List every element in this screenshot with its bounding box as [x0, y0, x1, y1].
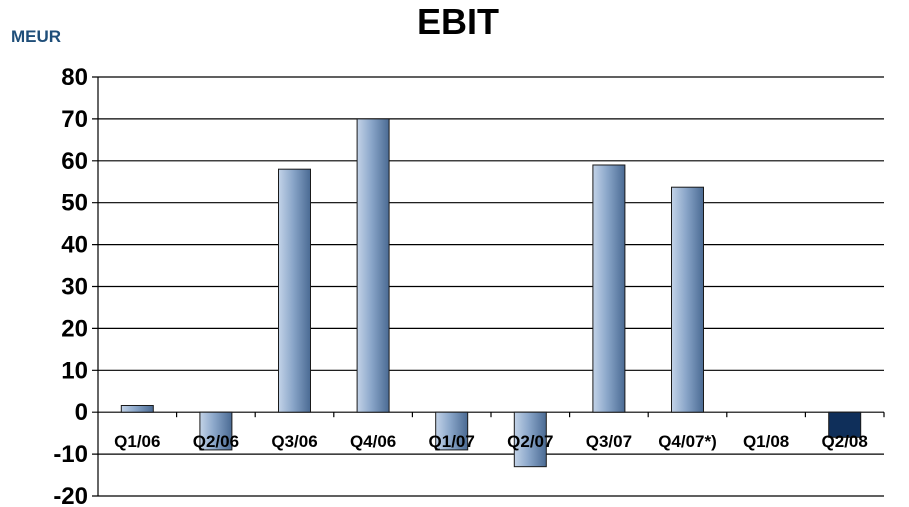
- bar-q107: [435, 411, 469, 451]
- chart-title: EBIT: [417, 1, 499, 42]
- bar-q207: [513, 411, 547, 468]
- y-tick-label: 60: [61, 148, 88, 175]
- bar-q208: [828, 411, 862, 438]
- y-tick-label: -10: [53, 441, 88, 468]
- bar-q307: [592, 164, 626, 413]
- y-tick-label: 0: [75, 399, 88, 426]
- gridlines: [92, 76, 884, 497]
- x-tick-label: Q4/06: [350, 432, 396, 451]
- y-axis-unit-label: MEUR: [11, 27, 61, 46]
- bar-q106: [120, 404, 154, 413]
- x-tick-label: Q2/06: [193, 432, 239, 451]
- x-tick-label: Q1/07: [429, 432, 475, 451]
- x-tick-label: Q1/08: [743, 432, 789, 451]
- x-tick-label: Q4/07*): [658, 432, 717, 451]
- y-axis-ticks: 80 70 60 50 40 30 20 10 0 -10 -20: [53, 64, 88, 507]
- y-tick-label: 70: [61, 106, 88, 133]
- y-tick-label: -20: [53, 483, 88, 507]
- x-axis-ticks: Q1/06 Q2/06 Q3/06 Q4/06 Q1/07 Q2/07 Q3/07 Q4/07…: [114, 412, 885, 451]
- bar-q407: [671, 186, 704, 413]
- x-tick-label: Q1/06: [114, 432, 160, 451]
- x-tick-label: Q3/06: [271, 432, 317, 451]
- y-tick-label: 30: [61, 274, 88, 301]
- y-tick-label: 10: [61, 357, 88, 384]
- y-tick-label: 20: [61, 315, 88, 342]
- bars: [120, 118, 862, 468]
- x-tick-label: Q2/08: [822, 432, 868, 451]
- bar-q206: [199, 411, 233, 451]
- bar-q406: [356, 118, 390, 413]
- y-tick-label: 80: [61, 64, 88, 91]
- y-tick-label: 50: [61, 190, 88, 217]
- x-tick-label: Q2/07: [507, 432, 553, 451]
- bar-q306: [278, 168, 311, 413]
- y-tick-label: 40: [61, 232, 88, 259]
- x-tick-label: Q3/07: [586, 432, 632, 451]
